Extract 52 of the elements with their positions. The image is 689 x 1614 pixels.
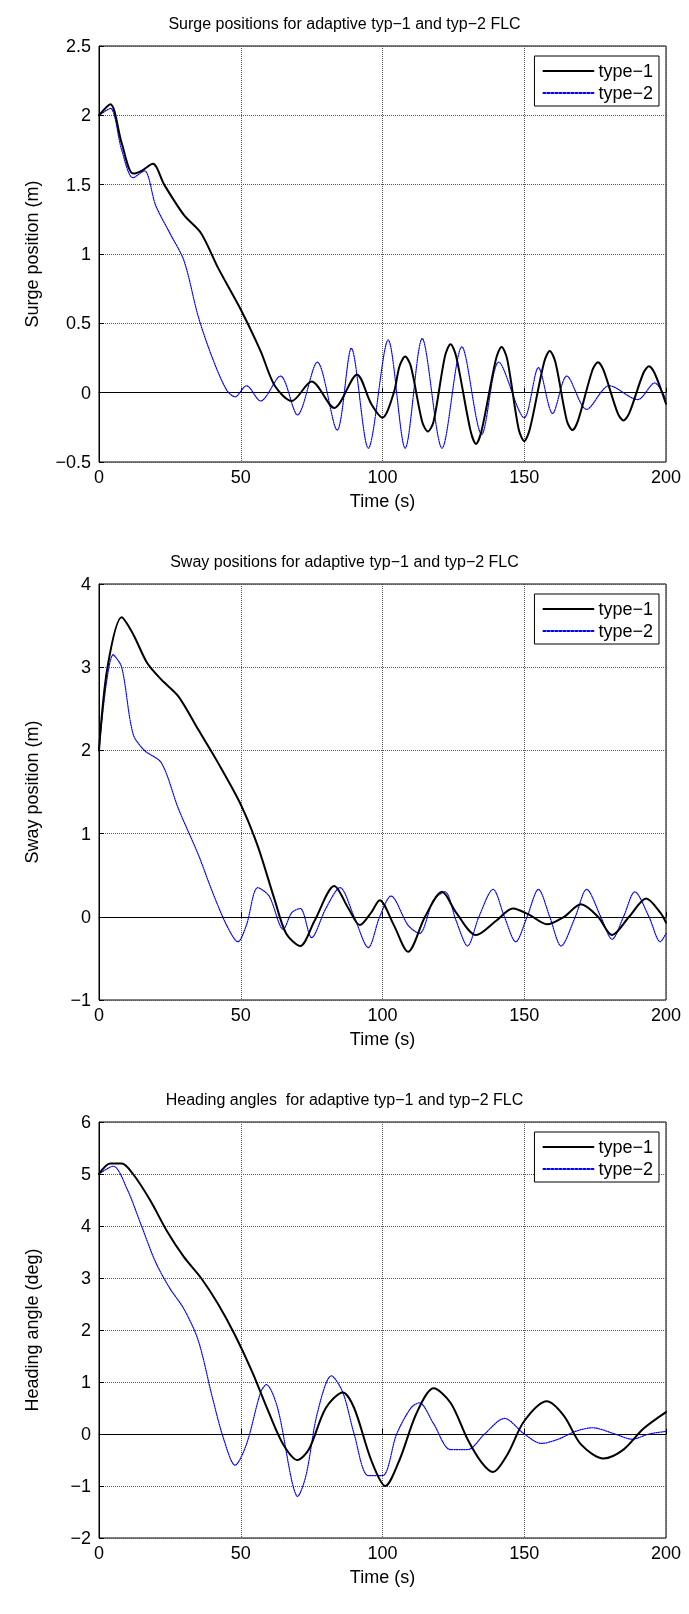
y-axis-title: Sway position (m) (22, 720, 42, 864)
y-axis-title: Heading angle (deg) (22, 1248, 42, 1412)
y-tick-label: 2 (80, 740, 91, 761)
y-tick-label: 2 (80, 1320, 91, 1340)
x-tick-label: 50 (230, 467, 251, 487)
x-tick-label: 150 (509, 1005, 540, 1025)
y-tick-label: 0.5 (65, 313, 91, 334)
legend-label: type−2 (598, 83, 653, 103)
y-tick-label: 3 (80, 1268, 91, 1288)
legend-label: type−1 (598, 599, 653, 619)
x-tick-label: 0 (93, 1005, 105, 1025)
x-tick-label: 100 (367, 1543, 398, 1563)
y-tick-label: −2 (70, 1528, 91, 1548)
legend-label: type−1 (598, 61, 653, 81)
legend-label: type−2 (598, 621, 653, 641)
y-tick-label: 1 (80, 1372, 91, 1392)
y-tick-label: −1 (70, 1476, 91, 1496)
x-axis-title: Time (s) (349, 491, 416, 511)
x-axis-title: Time (s) (349, 1029, 416, 1049)
y-tick-label: 2.5 (65, 36, 91, 56)
x-tick-label: 100 (367, 467, 398, 487)
y-tick-label: 0 (80, 382, 91, 403)
x-tick-label: 0 (93, 467, 105, 487)
y-tick-label: 4 (80, 1216, 91, 1236)
x-tick-label: 150 (509, 1543, 540, 1563)
y-tick-label: −1 (70, 990, 91, 1010)
y-tick-label: 2 (80, 105, 91, 126)
y-axis-title: Surge position (m) (22, 180, 42, 328)
x-tick-label: 50 (230, 1005, 251, 1025)
y-tick-label: 1.5 (65, 174, 91, 195)
y-tick-label: 4 (80, 574, 91, 594)
x-tick-label: 100 (367, 1005, 398, 1025)
chart-title: Surge positions for adaptive typ−1 and typ−2 FLC (168, 14, 521, 32)
x-tick-label: 200 (650, 1543, 682, 1563)
legend-label: type−1 (598, 1137, 653, 1157)
y-tick-label: 0 (80, 1424, 91, 1444)
y-tick-label: 1 (80, 244, 91, 264)
x-tick-label: 0 (93, 1543, 105, 1563)
legend-label: type−2 (598, 1159, 653, 1179)
x-tick-label: 150 (509, 467, 540, 487)
y-tick-label: 0 (80, 906, 91, 927)
x-axis-title: Time (s) (349, 1567, 416, 1587)
y-tick-label: 3 (80, 657, 91, 678)
x-tick-label: 200 (650, 467, 682, 487)
y-tick-label: 6 (80, 1112, 91, 1132)
x-tick-label: 200 (650, 1005, 682, 1025)
y-tick-label: −0.5 (55, 452, 91, 472)
x-tick-label: 50 (230, 1543, 251, 1563)
y-tick-label: 5 (80, 1164, 91, 1184)
y-tick-label: 1 (80, 823, 91, 844)
chart-title: Heading angles for adaptive typ−1 and typ−2 FLC (165, 1090, 524, 1108)
chart-title: Sway positions for adaptive typ−1 and typ−2 FLC (170, 552, 519, 570)
